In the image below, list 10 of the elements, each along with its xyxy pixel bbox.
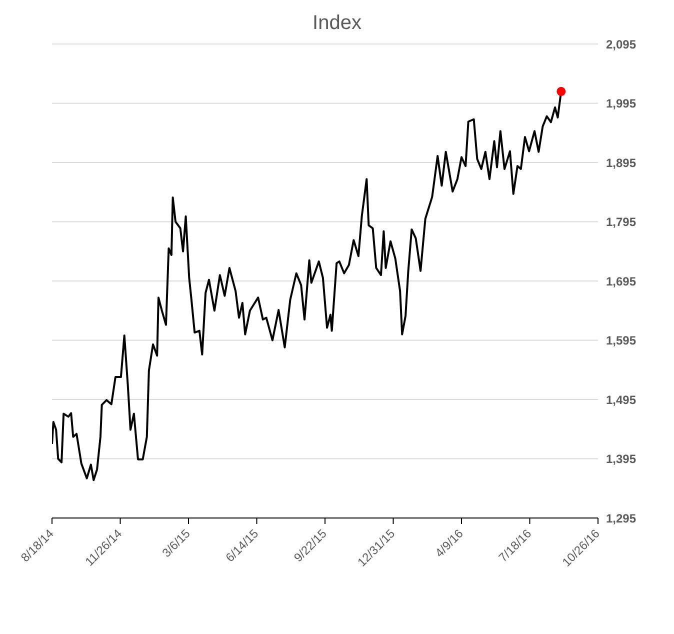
y-tick-label: 1,895 bbox=[606, 156, 636, 170]
y-tick-label: 1,395 bbox=[606, 452, 636, 466]
y-tick-label: 2,095 bbox=[606, 37, 636, 52]
y-tick-label: 1,595 bbox=[606, 334, 636, 348]
y-tick-label: 1,995 bbox=[606, 96, 636, 111]
y-tick-label: 1,695 bbox=[606, 274, 636, 288]
y-tick-label: 1,295 bbox=[606, 511, 636, 526]
chart-title: Index bbox=[312, 11, 362, 36]
y-tick-label: 1,495 bbox=[606, 392, 636, 407]
y-tick-label: 1,795 bbox=[606, 215, 636, 230]
